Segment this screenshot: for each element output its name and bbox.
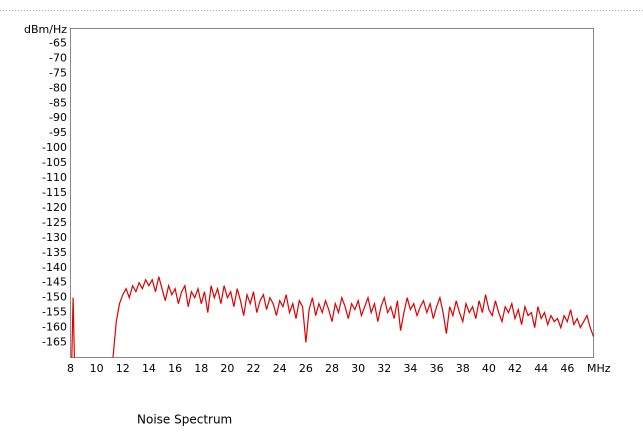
y-axis-label: dBm/Hz xyxy=(24,23,67,36)
y-tick-label: -105 xyxy=(42,156,67,169)
x-tick-label: 32 xyxy=(377,362,391,375)
x-tick-label: 8 xyxy=(67,362,74,375)
chart-title: Noise Spectrum xyxy=(137,413,232,427)
x-tick-label: 10 xyxy=(90,362,104,375)
y-tick-label: -80 xyxy=(49,81,67,94)
y-tick-label: -125 xyxy=(42,216,67,229)
y-tick-label: -155 xyxy=(42,306,67,319)
y-tick-label: -95 xyxy=(49,126,67,139)
y-tick-label: -135 xyxy=(42,246,67,259)
plot-frame xyxy=(70,28,594,358)
y-tick-label: -140 xyxy=(42,261,67,274)
x-tick-label: 42 xyxy=(508,362,522,375)
y-tick-label: -165 xyxy=(42,336,67,349)
x-tick-label: 44 xyxy=(534,362,548,375)
y-tick-label: -90 xyxy=(49,111,67,124)
y-tick-label: -85 xyxy=(49,96,67,109)
x-tick-label: 24 xyxy=(273,362,287,375)
spectrum-line xyxy=(71,276,595,358)
x-tick-label: 26 xyxy=(299,362,313,375)
y-tick-label: -65 xyxy=(49,36,67,49)
y-tick-label: -115 xyxy=(42,186,67,199)
x-tick-label: 12 xyxy=(116,362,130,375)
y-tick-label: -145 xyxy=(42,276,67,289)
x-tick-label: 20 xyxy=(220,362,234,375)
x-tick-label: 38 xyxy=(456,362,470,375)
x-tick-label: 40 xyxy=(482,362,496,375)
x-tick-label: 36 xyxy=(430,362,444,375)
y-tick-label: -120 xyxy=(42,201,67,214)
x-tick-label: 28 xyxy=(325,362,339,375)
y-tick-label: -110 xyxy=(42,171,67,184)
x-tick-label: 34 xyxy=(403,362,417,375)
y-tick-label: -70 xyxy=(49,51,67,64)
x-tick-label: 18 xyxy=(194,362,208,375)
x-tick-label: 14 xyxy=(142,362,156,375)
x-tick-label: 16 xyxy=(168,362,182,375)
x-axis-label: MHz xyxy=(587,362,611,375)
y-tick-label: -160 xyxy=(42,321,67,334)
y-tick-label: -150 xyxy=(42,291,67,304)
y-tick-label: -100 xyxy=(42,141,67,154)
x-tick-label: 46 xyxy=(560,362,574,375)
y-tick-label: -130 xyxy=(42,231,67,244)
x-tick-label: 30 xyxy=(351,362,365,375)
y-tick-label: -75 xyxy=(49,66,67,79)
x-tick-label: 22 xyxy=(247,362,261,375)
